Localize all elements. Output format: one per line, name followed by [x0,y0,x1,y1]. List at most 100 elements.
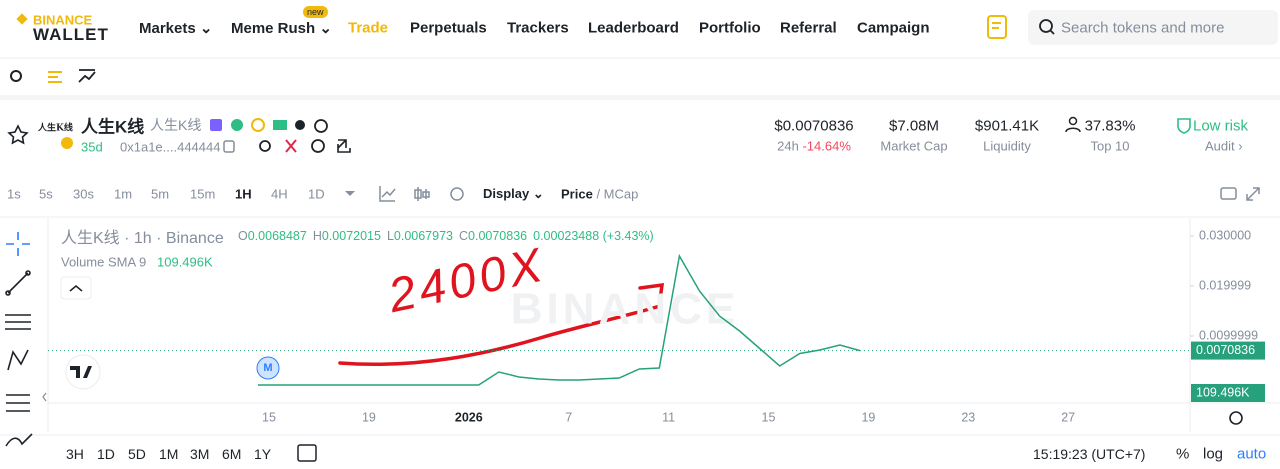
token-address[interactable]: 0x1a1e....444444 [120,139,221,155]
last-price-tag [1191,341,1265,360]
interval-button[interactable]: 1H [235,186,252,202]
interval-button[interactable]: 1m [114,186,133,202]
nav-item[interactable]: Referral [780,20,837,37]
interval-button[interactable]: 4H [271,186,288,202]
range-button[interactable]: 1D [97,446,115,462]
interval-dropdown[interactable] [345,191,355,196]
x-link[interactable] [285,139,297,153]
y-tick-label: 0.0099999 [1199,328,1258,342]
date-range-icon[interactable] [297,444,317,462]
nav-item[interactable]: Trade [348,20,388,37]
token-name: 人生K线 [81,117,145,137]
ohlc-value: 0.0072015 [321,229,381,243]
audit-link[interactable]: Audit › [1205,138,1243,154]
nav-item[interactable]: Campaign [857,20,930,37]
price-mcap-toggle[interactable]: Price / MCap [561,187,638,202]
range-button[interactable]: 1M [159,446,179,462]
collapse-arrow[interactable] [42,392,47,402]
interval-button[interactable]: 15m [190,186,216,202]
ohlc-value: 0.0067973 [393,229,453,243]
range-button[interactable]: 3M [190,446,210,462]
nav-item[interactable]: Leaderboard [588,20,679,37]
nav-label: Leaderboard [588,19,679,37]
x-tick-label: 15 [762,410,776,424]
interval-button[interactable]: 30s [73,186,94,202]
range-button[interactable]: 5D [128,446,146,462]
auto-toggle[interactable]: auto [1237,445,1267,463]
stat-value: 37.83% [1084,117,1136,135]
range-button[interactable]: 1Y [254,446,272,462]
annotation-arrow [638,282,665,309]
search-box[interactable] [1028,10,1278,45]
chart-symbol: 人生K线 · 1h · Binance [61,230,224,247]
indicator-icon[interactable] [379,186,396,202]
orders-icon[interactable] [987,15,1007,39]
fullscreen-icon[interactable] [1246,187,1260,201]
divider [0,95,1280,100]
range-button[interactable]: 6M [222,446,242,462]
stat-value: $0.0070836 [774,117,854,135]
x-tick-label: 11 [662,410,675,424]
tv-logo [70,366,92,378]
x-tick-label: 19 [362,410,376,424]
display-text: Display [483,186,530,201]
web-link[interactable] [311,139,325,153]
ohlc-key: L [386,229,394,243]
interval-button[interactable]: 5m [151,186,170,202]
stat-change: -14.64% [802,138,851,154]
drawing-tools[interactable] [5,232,33,447]
last-price-label: 0.0070836 [1196,343,1255,357]
risk-label[interactable]: Low risk [1193,117,1249,135]
stat-label: Top 10 [1090,139,1129,154]
axis-settings[interactable] [1229,411,1243,425]
logo-icon [16,13,28,25]
logo-text: BINANCE [33,12,93,28]
price-toggle: Price [561,186,593,202]
interval-button[interactable]: 1s [7,186,21,202]
holders-icon [1068,116,1078,126]
price-line [258,253,861,386]
search-icon[interactable] [259,140,271,152]
range-button[interactable]: 3H [66,446,84,462]
nav-item[interactable]: Meme Rush ⌄ [231,20,332,37]
legend-toggle[interactable] [60,276,92,300]
list-icon[interactable] [48,71,62,83]
chart-icon[interactable] [78,69,96,83]
display-menu[interactable]: Display ⌄ [483,186,544,201]
plot: BINANCE 0.030000 0.019999 0.0099999 15 19 2026… [48,228,1265,424]
interval-button[interactable]: 5s [39,186,53,202]
interval-button[interactable]: 1D [308,186,325,202]
search-placeholder[interactable]: Search tokens and more [1061,19,1225,37]
stat-label-text: 24h [777,138,799,154]
nav-label: Campaign [857,19,930,37]
copy-icon[interactable] [223,140,235,153]
nav-item[interactable]: Trackers [507,20,569,37]
search-icon [1039,19,1053,33]
share-icon[interactable] [337,139,351,153]
screenshot-icon[interactable] [1220,187,1237,200]
settings-icon[interactable] [450,187,464,201]
ohlc-value: 0.0068487 [247,229,307,243]
volume-label: Volume SMA 9 [61,254,147,270]
clock: 15:19:23 (UTC+7) [1033,446,1146,462]
stat-value: $901.41K [974,117,1040,135]
log-toggle[interactable]: log [1203,445,1224,463]
volume-value: 109.496K [157,254,213,270]
candle-type-icon[interactable] [414,187,430,201]
token-alt-name: 人生K线 [150,117,202,133]
nav-item[interactable]: Perpetuals [410,20,487,37]
nav-label: Portfolio [699,19,761,37]
volume-tag [1191,384,1265,402]
watermark: BINANCE [511,285,739,334]
percent-toggle[interactable]: % [1176,445,1190,463]
settings-icon[interactable] [10,70,22,82]
favorite-star[interactable] [7,124,29,145]
x-tick-label: 15 [262,410,276,424]
stat-label-text: Market Cap [880,138,948,154]
x-tick-label: 7 [565,410,572,424]
nav-item[interactable]: Markets ⌄ [139,20,213,37]
new-badge: new [303,6,328,18]
nav-item[interactable]: Portfolio [699,20,761,37]
